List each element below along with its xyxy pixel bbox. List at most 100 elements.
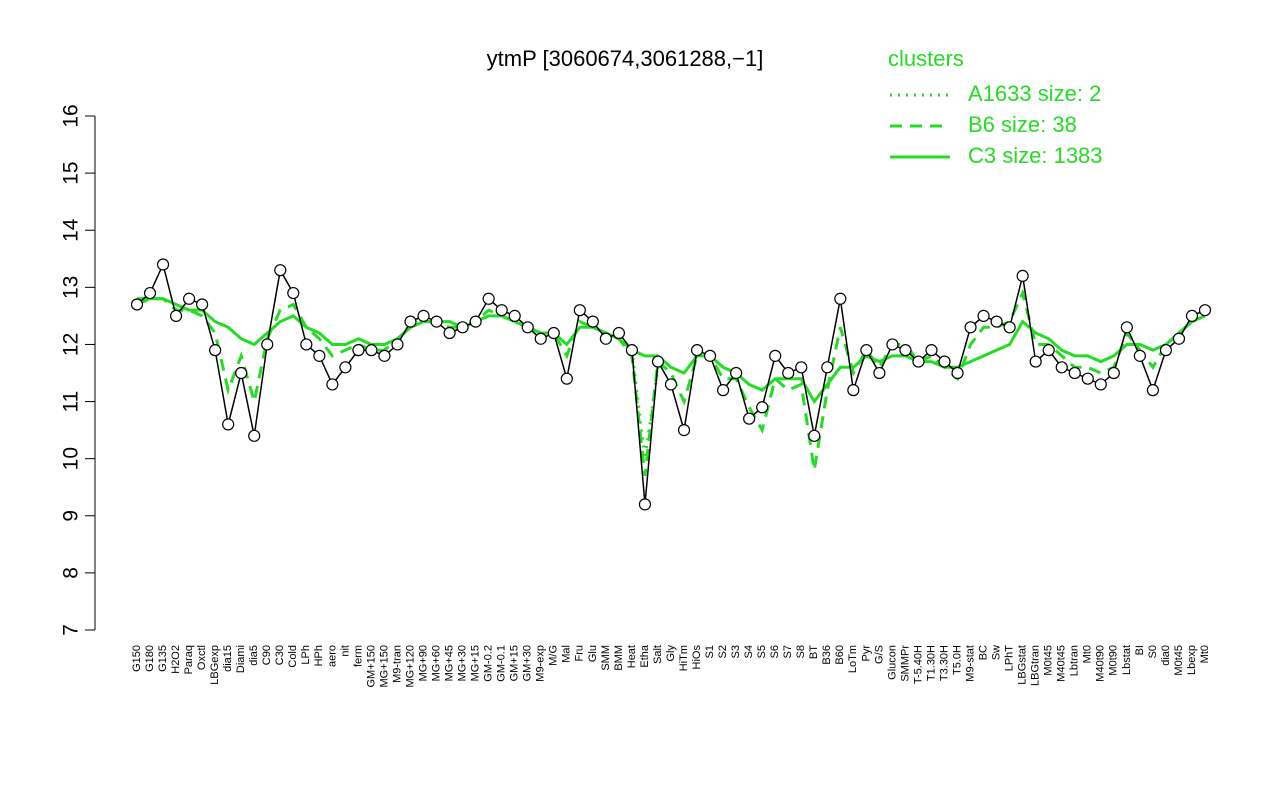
data-point	[248, 429, 261, 442]
data-point	[925, 344, 938, 357]
x-tick-label: GM+150	[365, 645, 377, 688]
x-tick-label: Glucon	[886, 645, 898, 680]
data-point	[261, 338, 274, 351]
x-tick-label: Lbexp	[1186, 645, 1198, 675]
x-tick-label: Etha	[639, 644, 651, 668]
data-point	[938, 355, 951, 368]
x-tick-label: G135	[157, 645, 169, 672]
data-point	[508, 309, 521, 322]
data-point	[287, 286, 300, 300]
x-tick-label: dia15	[222, 645, 234, 672]
data-point	[1107, 366, 1120, 380]
x-tick-label: LBGtran	[1030, 645, 1042, 686]
x-tick-label: MG+45	[443, 645, 455, 681]
data-point	[143, 286, 157, 300]
data-point	[1081, 372, 1094, 385]
x-tick-label: S8	[795, 645, 807, 658]
data-point	[404, 315, 417, 328]
x-tick-label: Diami	[235, 645, 247, 673]
x-tick-label: GM+15	[509, 645, 521, 681]
data-point	[586, 315, 599, 328]
x-tick-label: S1	[704, 645, 716, 658]
data-point	[182, 292, 196, 305]
x-tick-label: G150	[131, 645, 143, 672]
x-tick-label: BC	[977, 645, 989, 660]
data-point	[912, 355, 925, 368]
x-tick-label: Sw	[991, 645, 1003, 660]
y-tick-label: 12	[60, 333, 83, 356]
x-tick-label: LPh	[300, 645, 312, 665]
data-point	[808, 429, 821, 442]
data-point	[1120, 321, 1133, 334]
x-tick-label: dia0	[1160, 645, 1172, 666]
x-tick-label: Mt0	[1199, 645, 1211, 663]
x-tick-label: S5	[756, 645, 768, 658]
data-point	[222, 418, 235, 431]
x-tick-label: M9-tran	[391, 645, 403, 683]
data-point	[235, 366, 248, 380]
x-tick-label: nit	[339, 645, 351, 657]
x-tick-label: MG+150	[378, 645, 390, 688]
x-tick-label: T5.0H	[951, 645, 963, 675]
data-point	[730, 366, 743, 380]
x-tick-label: Fru	[574, 645, 586, 662]
x-tick-label: HPh	[313, 645, 325, 666]
data-point	[209, 344, 222, 357]
data-point	[547, 326, 560, 340]
y-tick-label: 16	[60, 104, 83, 127]
x-tick-label: MG+120	[404, 645, 416, 688]
data-point	[769, 349, 782, 362]
legend-label: A1633 size: 2	[968, 81, 1101, 106]
data-point	[156, 258, 170, 271]
data-point	[313, 349, 326, 362]
x-tick-label: ferm	[352, 645, 364, 667]
data-point	[1198, 304, 1212, 317]
x-tick-label: T-5.40H	[912, 645, 924, 684]
x-tick-label: BI	[1134, 645, 1146, 655]
y-tick-label: 11	[60, 391, 83, 413]
data-point	[1055, 361, 1068, 374]
x-tick-label: C30	[274, 645, 286, 665]
x-tick-label: SMM	[600, 645, 612, 671]
data-point	[495, 304, 508, 317]
data-point	[964, 321, 977, 334]
data-point	[1172, 332, 1186, 345]
data-point	[456, 321, 469, 334]
x-tick-label: S0	[1147, 645, 1159, 658]
data-point	[560, 372, 573, 385]
data-point	[326, 378, 339, 391]
x-tick-label: Heat	[626, 645, 638, 668]
data-point	[1029, 355, 1042, 368]
data-point	[638, 498, 652, 511]
data-point	[834, 292, 847, 305]
data-point	[795, 361, 808, 374]
x-tick-label: M0t90	[1108, 645, 1120, 676]
chart-title: ytmP [3060674,3061288,−1]	[487, 46, 764, 71]
x-tick-label: M9-exp	[535, 645, 547, 682]
data-point	[1003, 321, 1016, 334]
x-tick-label: C90	[261, 645, 273, 665]
y-tick-label: 10	[60, 447, 83, 470]
data-point	[417, 309, 430, 322]
data-point	[430, 315, 443, 328]
data-point	[169, 309, 183, 322]
data-point	[664, 378, 678, 391]
x-tick-label: HiOs	[691, 645, 703, 670]
x-tick-label: Glu	[587, 645, 599, 662]
x-tick-label: LPhT	[1004, 645, 1016, 672]
legend-label: C3 size: 1383	[968, 143, 1103, 168]
x-tick-label: GM-0.1	[496, 645, 508, 682]
data-point	[130, 298, 144, 311]
x-tick-label: LBGexp	[209, 645, 221, 685]
data-point	[703, 349, 717, 362]
data-point	[196, 298, 209, 311]
x-tick-label: S2	[717, 645, 729, 658]
data-point	[743, 412, 756, 425]
data-point	[1068, 366, 1081, 380]
x-tick-label: BMM	[613, 645, 625, 671]
x-tick-label: aero	[326, 645, 338, 667]
data-point	[951, 366, 964, 380]
data-point	[756, 401, 769, 414]
data-point	[1042, 344, 1055, 357]
